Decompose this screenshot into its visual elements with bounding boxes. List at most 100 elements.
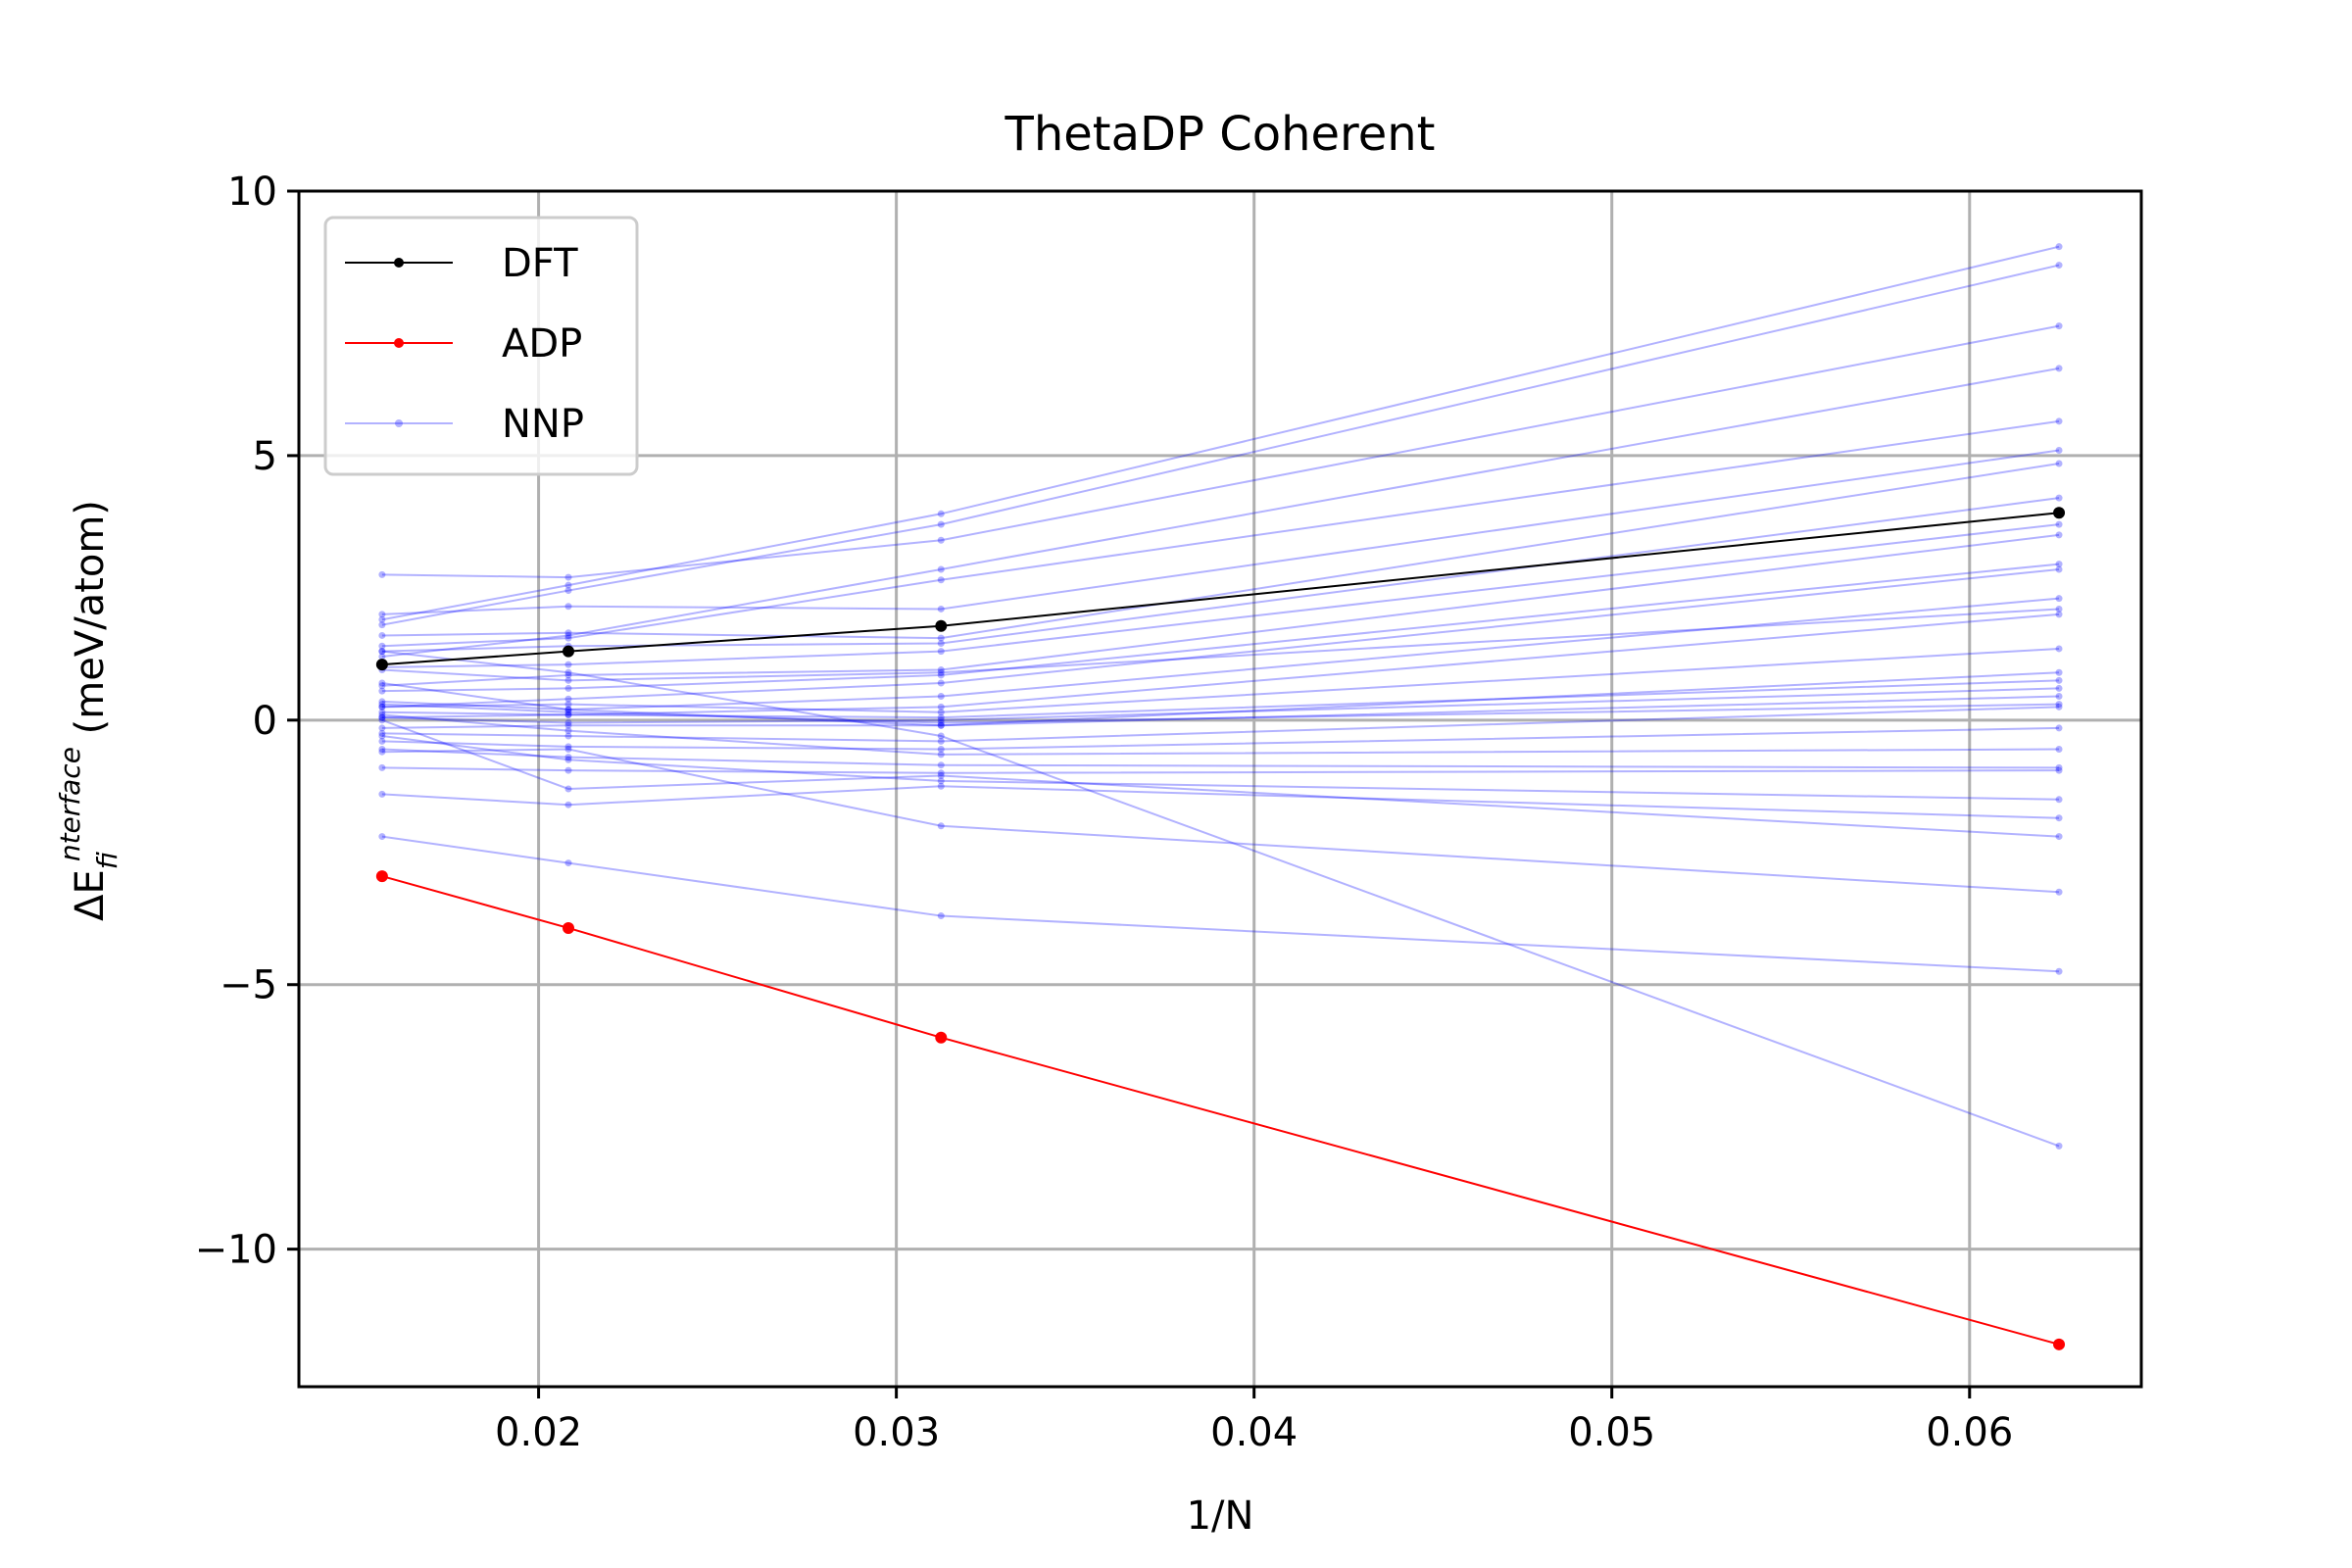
- dft-point: [2053, 507, 2066, 519]
- nnp-series-5: [378, 417, 2063, 650]
- nnp-point: [564, 766, 572, 774]
- nnp-line: [381, 612, 2060, 719]
- nnp-point: [2055, 746, 2063, 754]
- nnp-series-18: [378, 676, 2063, 721]
- nnp-point: [2055, 676, 2063, 684]
- nnp-point: [564, 801, 572, 808]
- nnp-point: [564, 684, 572, 692]
- nnp-point: [564, 859, 572, 867]
- nnp-line: [381, 687, 2060, 724]
- nnp-point: [2055, 365, 2063, 372]
- y-axis-label-prefix: ΔE: [68, 869, 113, 921]
- nnp-series-6: [378, 447, 2063, 618]
- nnp-point: [378, 710, 386, 718]
- nnp-line: [381, 523, 2060, 668]
- nnp-point: [937, 782, 945, 790]
- nnp-line: [381, 713, 2060, 756]
- nnp-point: [2055, 322, 2063, 330]
- nnp-point: [2055, 531, 2063, 539]
- nnp-point: [937, 721, 945, 729]
- nnp-point: [378, 687, 386, 695]
- nnp-point: [564, 629, 572, 637]
- nnp-point: [564, 573, 572, 581]
- nnp-point: [937, 772, 945, 780]
- nnp-point: [378, 701, 386, 709]
- nnp-point: [564, 581, 572, 589]
- nnp-line: [381, 419, 2060, 648]
- nnp-point: [937, 709, 945, 716]
- x-tick-label: 0.03: [853, 1410, 940, 1455]
- y-tick-label: 5: [253, 434, 277, 479]
- nnp-point: [564, 661, 572, 668]
- nnp-series-11: [378, 561, 2063, 695]
- nnp-point: [378, 746, 386, 754]
- dft-series: [375, 507, 2066, 671]
- nnp-point: [378, 653, 386, 661]
- nnp-point: [378, 724, 386, 732]
- nnp-point: [937, 721, 945, 729]
- y-axis-label-subscript: f: [91, 852, 123, 869]
- nnp-line: [381, 533, 2060, 687]
- x-tick-label: 0.06: [1926, 1410, 2013, 1455]
- nnp-series-21: [378, 701, 2063, 727]
- legend-adp-marker: [394, 338, 404, 348]
- nnp-series-19: [378, 684, 2063, 727]
- nnp-point: [378, 570, 386, 578]
- nnp-point: [937, 520, 945, 528]
- dft-point: [562, 645, 574, 658]
- nnp-line: [381, 597, 2060, 711]
- nnp-series-3: [378, 322, 2063, 581]
- nnp-point: [378, 729, 386, 737]
- adp-series: [375, 870, 2066, 1350]
- nnp-point: [378, 631, 386, 639]
- legend-dft-marker: [394, 258, 404, 268]
- nnp-series-23: [378, 724, 2063, 754]
- x-axis-ticks: 0.02 0.03 0.04 0.05 0.06: [495, 1387, 2013, 1455]
- nnp-point: [378, 709, 386, 716]
- x-tick-label: 0.04: [1210, 1410, 1298, 1455]
- nnp-point: [2055, 888, 2063, 896]
- nnp-point: [564, 710, 572, 718]
- nnp-series-30: [378, 746, 2063, 896]
- nnp-line: [381, 748, 2060, 894]
- nnp-series-14: [378, 605, 2063, 684]
- nnp-point: [2055, 561, 2063, 568]
- nnp-line: [381, 718, 2060, 838]
- nnp-point: [937, 510, 945, 517]
- nnp-point: [2055, 668, 2063, 676]
- nnp-series-31: [378, 833, 2063, 975]
- grid: [299, 189, 2141, 1387]
- nnp-point: [937, 732, 945, 740]
- nnp-point: [564, 706, 572, 713]
- nnp-point: [2055, 701, 2063, 709]
- nnp-point: [937, 719, 945, 727]
- nnp-point: [378, 748, 386, 756]
- nnp-line: [381, 497, 2060, 653]
- nnp-point: [564, 743, 572, 751]
- nnp-point: [378, 611, 386, 618]
- nnp-point: [937, 668, 945, 676]
- nnp-point: [2055, 814, 2063, 822]
- nnp-point: [937, 693, 945, 701]
- y-tick-label: 10: [227, 170, 277, 215]
- nnp-point: [937, 679, 945, 687]
- nnp-point: [378, 648, 386, 656]
- nnp-line: [381, 245, 2060, 621]
- nnp-line: [381, 563, 2060, 693]
- nnp-point: [937, 761, 945, 769]
- nnp-point: [2055, 417, 2063, 425]
- y-axis-label: ΔEf interface (meV/atom): [54, 500, 123, 921]
- nnp-series-1: [378, 243, 2063, 623]
- nnp-point: [937, 648, 945, 656]
- nnp-point: [2055, 262, 2063, 270]
- x-tick-label: 0.05: [1568, 1410, 1655, 1455]
- nnp-line: [381, 367, 2060, 659]
- nnp-point: [378, 732, 386, 740]
- nnp-point: [2055, 565, 2063, 573]
- legend-dft-label: DFT: [502, 241, 578, 286]
- nnp-point: [937, 605, 945, 612]
- nnp-point: [378, 737, 386, 745]
- nnp-point: [937, 716, 945, 724]
- nnp-point: [564, 668, 572, 676]
